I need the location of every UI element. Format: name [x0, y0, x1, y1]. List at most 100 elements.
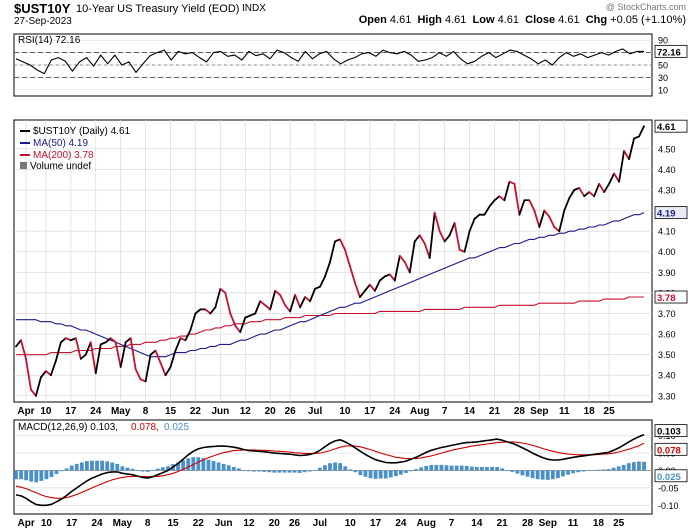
macd-histogram-bar: [439, 464, 444, 471]
macd-histogram-bar: [29, 470, 34, 482]
ma200-last-label: 3.78: [657, 293, 676, 304]
macd-x-label: 24: [395, 518, 407, 529]
macd-legend-title: MACD(12,26,9) 0.103,: [18, 422, 118, 433]
date: 27-Sep-2023: [14, 16, 72, 27]
price-segment: [299, 296, 306, 309]
price-x-label: 14: [464, 406, 476, 417]
macd-x-label: 21: [497, 518, 509, 529]
macd-histogram-bar: [490, 467, 494, 471]
price-segment: [40, 370, 47, 379]
price-x-label: 24: [90, 406, 102, 417]
macd-histogram-bar: [110, 462, 115, 471]
macd-histogram-bar: [100, 460, 104, 471]
price-x-label: 17: [364, 406, 376, 417]
macd-legend-signal: 0.078,: [131, 422, 159, 433]
price-tick-label: 3.40: [658, 371, 676, 381]
macd-histogram-bar: [166, 466, 170, 471]
rsi-tick-label: 90: [658, 36, 668, 46]
macd-histogram-bar: [611, 467, 616, 471]
price-segment: [368, 283, 376, 292]
macd-x-label: 15: [167, 518, 179, 529]
rsi-line: [15, 48, 644, 75]
price-segment: [428, 211, 436, 259]
macd-x-label: Jun: [215, 518, 233, 529]
macd-x-label: 7: [449, 518, 455, 529]
price-segment: [284, 304, 292, 313]
macd-histogram-bar: [145, 470, 150, 472]
price-segment: [423, 242, 431, 259]
price-x-label: 8: [143, 406, 149, 417]
price-segment: [159, 361, 167, 377]
macd-histogram-bar: [621, 464, 626, 471]
macd-histogram-bar: [44, 470, 49, 480]
price-x-label: Sep: [530, 406, 548, 417]
hist-last-label: 0.025: [657, 472, 681, 483]
macd-histogram-bar: [399, 470, 403, 475]
rsi-last-label: 72.16: [657, 47, 681, 58]
macd-histogram-bar: [454, 465, 459, 471]
price-segment: [104, 337, 112, 344]
price-segment: [274, 289, 282, 296]
price-segment: [344, 248, 351, 268]
macd-histogram-bar: [125, 467, 130, 471]
close-value: 4.61: [558, 14, 580, 26]
price-segment: [324, 261, 331, 278]
macd-histogram-bar: [150, 470, 155, 471]
macd-histogram-bar: [272, 470, 277, 473]
macd-histogram-bar: [226, 465, 231, 471]
low-label: Low: [472, 14, 495, 26]
macd-histogram-bar: [459, 465, 464, 471]
macd-x-label: Aug: [416, 518, 435, 529]
macd-histogram-bar: [434, 464, 439, 471]
price-segment: [339, 238, 346, 251]
price-segment: [264, 304, 272, 311]
macd-histogram-bar: [211, 461, 216, 471]
price-segment: [578, 187, 586, 198]
price-segment: [149, 349, 157, 356]
macd-histogram-bar: [95, 460, 99, 471]
price-segment: [398, 254, 406, 263]
price-segment: [563, 197, 571, 212]
price-segment: [393, 254, 401, 282]
price-tick-label: 3.60: [658, 330, 676, 340]
price-segment: [134, 368, 142, 381]
macd-histogram-bar: [424, 465, 429, 471]
macd-histogram-bar: [160, 467, 165, 471]
macd-last-label: 0.103: [657, 427, 681, 438]
macd-histogram-bar: [414, 469, 418, 471]
macd-line: [15, 433, 645, 507]
price-segment: [84, 341, 92, 356]
macd-histogram-bar: [368, 470, 373, 479]
macd-histogram-bar: [642, 461, 646, 471]
macd-histogram-bar: [247, 470, 251, 472]
macd-histogram-bar: [540, 470, 545, 480]
macd-x-label: 17: [370, 518, 382, 529]
macd-histogram-bar: [79, 462, 84, 471]
price-x-label: Jul: [308, 406, 323, 417]
macd-histogram-bar: [464, 465, 469, 471]
macd-histogram-bar: [90, 460, 94, 471]
macd-histogram-bar: [520, 470, 525, 476]
macd-histogram-bar: [287, 470, 292, 473]
price-segment: [15, 339, 22, 348]
macd-histogram-bar: [39, 470, 44, 481]
macd-histogram-bar: [49, 470, 54, 478]
macd-histogram-bar: [120, 466, 125, 471]
price-legend: $UST10Y (Daily) 4.61: [33, 126, 131, 137]
price-segment: [189, 312, 197, 331]
price-segment: [538, 209, 546, 228]
price-segment: [583, 191, 591, 198]
macd-histogram-bar: [480, 467, 484, 471]
price-segment: [498, 195, 506, 202]
macd-histogram-bar: [302, 470, 307, 473]
price-segment: [373, 279, 381, 292]
price-segment: [603, 182, 611, 193]
macd-x-label: 8: [145, 518, 151, 529]
price-segment: [363, 283, 371, 292]
price-segment: [483, 205, 491, 216]
price-x-label: Aug: [410, 406, 429, 417]
price-segment: [30, 388, 37, 397]
macd-histogram-bar: [242, 470, 246, 471]
symbol: $UST10Y: [14, 1, 71, 16]
price-segment: [438, 230, 446, 243]
